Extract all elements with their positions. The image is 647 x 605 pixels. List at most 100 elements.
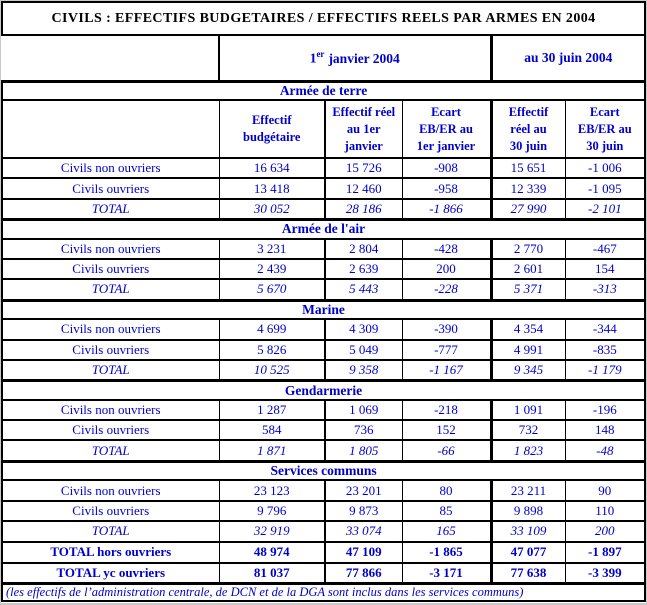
value-cell: 3 231 (218, 237, 325, 259)
empty-header-cell (1, 99, 219, 158)
value-cell: 33 109 (489, 520, 565, 542)
period-jan-rest: janvier 2004 (328, 50, 400, 66)
section-title-armee-de-terre: Armée de terre (0, 79, 647, 100)
row-label: TOTAL (1, 358, 219, 381)
table-row: Civils ouvriers 5 826 5 049 -777 4 991 -… (1, 338, 647, 360)
value-cell: 9 345 (489, 358, 565, 381)
value-cell: -1 866 (401, 197, 491, 220)
value-cell: 12 339 (489, 177, 565, 199)
section-total-row: TOTAL 1 871 1 805 -66 1 823 -48 (1, 439, 647, 462)
value-cell: 9 873 (324, 499, 402, 522)
value-cell: 5 826 (218, 338, 325, 360)
column-header-row: Effectif budgétaire Effectif réel au 1er… (1, 99, 647, 158)
value-cell: -1 006 (564, 156, 647, 179)
value-cell: -777 (401, 338, 491, 360)
value-cell: 81 037 (218, 561, 325, 584)
section-total-row: TOTAL 32 919 33 074 165 33 109 200 (1, 520, 647, 542)
value-cell: -1 179 (564, 358, 647, 381)
value-cell: -428 (401, 237, 491, 259)
value-cell: 47 109 (324, 540, 402, 563)
section-title-armee-de-lair: Armée de l'air (0, 218, 647, 239)
column-header-effectif-reel-juin: Effectif réel au 30 juin (489, 99, 565, 158)
value-cell: 1 805 (324, 439, 402, 462)
value-cell: 154 (564, 257, 647, 280)
value-cell: -344 (564, 318, 647, 340)
value-cell: 2 770 (489, 237, 565, 259)
value-cell: -228 (401, 278, 491, 301)
value-cell: 732 (489, 419, 565, 441)
value-cell: 10 525 (218, 358, 325, 381)
table-row: Civils ouvriers 2 439 2 639 200 2 601 15… (1, 257, 647, 280)
section-title-services-communs: Services communs (0, 459, 647, 481)
row-label: Civils ouvriers (1, 257, 219, 280)
value-cell: 4 354 (489, 318, 565, 340)
value-cell: 9 796 (218, 499, 325, 522)
value-cell: 5 049 (324, 338, 402, 360)
value-cell: 152 (401, 419, 491, 441)
value-cell: -390 (401, 318, 491, 340)
value-cell: 15 726 (324, 156, 402, 179)
value-cell: 80 (401, 479, 491, 501)
section-total-row: TOTAL 30 052 28 186 -1 866 27 990 -2 101 (1, 197, 647, 220)
table-row: Civils ouvriers 13 418 12 460 -958 12 33… (1, 177, 647, 199)
row-label: Civils non ouvriers (1, 237, 219, 259)
value-cell: -1 897 (564, 540, 647, 563)
value-cell: 148 (564, 419, 647, 441)
value-cell: -196 (564, 398, 647, 421)
value-cell: 9 898 (489, 499, 565, 522)
value-cell: 90 (564, 479, 647, 501)
grand-total-row-yc-ouvriers: TOTAL yc ouvriers 81 037 77 866 -3 171 7… (1, 561, 647, 584)
value-cell: 2 804 (324, 237, 402, 259)
title-row: CIVILS : EFFECTIFS BUDGETAIRES / EFFECTI… (0, 1, 647, 36)
section-total-row: TOTAL 10 525 9 358 -1 167 9 345 -1 179 (1, 358, 647, 381)
period-jan-base: 1 (309, 50, 317, 66)
value-cell: 2 601 (489, 257, 565, 280)
period-jan-header: 1er janvier 2004 (218, 35, 491, 81)
value-cell: -48 (564, 439, 647, 462)
value-cell: 85 (401, 499, 491, 522)
column-header-effectif-reel-janvier: Effectif réel au 1er janvier (324, 99, 402, 158)
value-cell: 77 866 (324, 561, 402, 584)
row-label: Civils non ouvriers (1, 398, 219, 421)
row-label: Civils ouvriers (1, 177, 219, 199)
value-cell: -3 399 (564, 561, 647, 584)
value-cell: 1 823 (489, 439, 565, 462)
value-cell: 47 077 (489, 540, 565, 563)
value-cell: 2 639 (324, 257, 402, 280)
value-cell: 1 871 (218, 439, 325, 462)
section-header-row: Services communs (0, 459, 647, 481)
grand-total-row-hors-ouvriers: TOTAL hors ouvriers 48 974 47 109 -1 865… (1, 540, 647, 563)
value-cell: 48 974 (218, 540, 325, 563)
value-cell: 736 (324, 419, 402, 441)
value-cell: 30 052 (218, 197, 325, 220)
value-cell: -3 171 (401, 561, 491, 584)
value-cell: 15 651 (489, 156, 565, 179)
value-cell: -908 (401, 156, 491, 179)
row-label: Civils non ouvriers (1, 156, 219, 179)
section-header-row: Marine (0, 298, 647, 320)
table-row: Civils non ouvriers 1 287 1 069 -218 1 0… (1, 398, 647, 421)
row-label: Civils non ouvriers (1, 318, 219, 340)
value-cell: 77 638 (489, 561, 565, 584)
table-row: Civils non ouvriers 4 699 4 309 -390 4 3… (1, 318, 647, 340)
table-row: Civils non ouvriers 23 123 23 201 80 23 … (1, 479, 647, 501)
row-label: TOTAL (1, 520, 219, 542)
value-cell: 165 (401, 520, 491, 542)
value-cell: 2 439 (218, 257, 325, 280)
value-cell: 4 991 (489, 338, 565, 360)
section-title-gendarmerie: Gendarmerie (0, 379, 647, 400)
value-cell: -313 (564, 278, 647, 301)
value-cell: 4 309 (324, 318, 402, 340)
row-label: TOTAL (1, 439, 219, 462)
period-jun-header: au 30 juin 2004 (489, 35, 647, 81)
section-header-row: Armée de l'air (0, 218, 647, 239)
value-cell: -66 (401, 439, 491, 462)
row-label: Civils non ouvriers (1, 479, 219, 501)
value-cell: 1 287 (218, 398, 325, 421)
row-label: TOTAL (1, 278, 219, 301)
period-header-row: 1er janvier 2004 au 30 juin 2004 (2, 35, 647, 81)
section-header-row: Armée de terre (0, 79, 647, 100)
value-cell: -467 (564, 237, 647, 259)
